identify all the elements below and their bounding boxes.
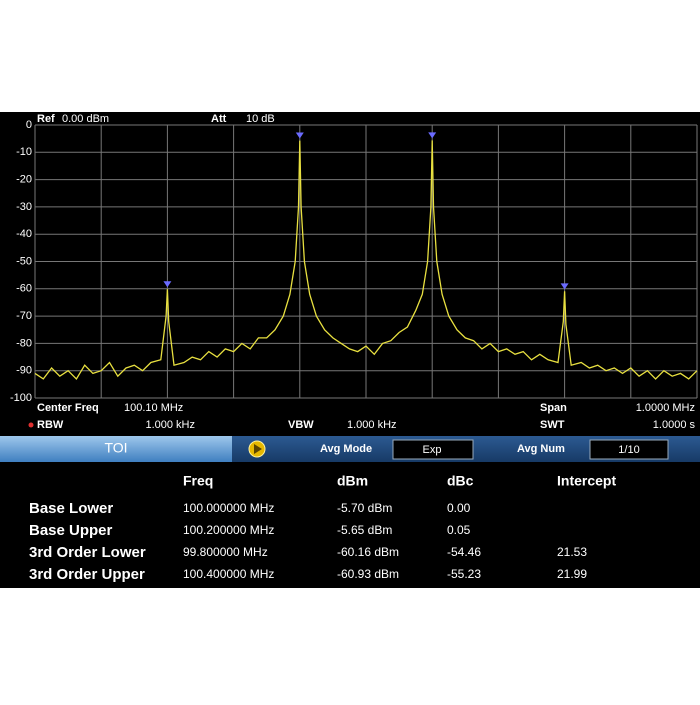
y-tick-label: -60 <box>16 283 32 295</box>
y-tick-label: 0 <box>26 119 32 131</box>
swt-label: SWT <box>540 419 565 431</box>
cell: 100.000000 MHz <box>183 501 274 515</box>
y-tick-label: -40 <box>16 228 32 240</box>
y-tick-label: -20 <box>16 174 32 186</box>
cell: -60.93 dBm <box>337 567 399 581</box>
cell: -55.23 <box>447 567 481 581</box>
cell: 0.00 <box>447 501 471 515</box>
column-header: Freq <box>183 473 213 489</box>
avg-num-label: Avg Num <box>517 443 565 455</box>
cell: -54.46 <box>447 545 481 559</box>
span-label: Span <box>540 402 567 414</box>
peak-marker <box>560 283 569 290</box>
cell: 0.05 <box>447 523 471 537</box>
att-value: 10 dB <box>246 113 275 125</box>
ref-label: Ref <box>37 113 55 125</box>
avg-num-box[interactable] <box>589 439 669 460</box>
play-icon <box>254 444 262 454</box>
column-header: dBm <box>337 473 368 489</box>
y-tick-label: -30 <box>16 201 32 213</box>
avg-num-value: 1/10 <box>618 444 639 456</box>
row-label: 3rd Order Lower <box>29 544 146 561</box>
cell: 99.800000 MHz <box>183 545 268 559</box>
avg-mode-label: Avg Mode <box>320 443 372 455</box>
center-value: 100.10 MHz <box>124 402 183 414</box>
peak-marker <box>163 281 172 288</box>
swt-value: 1.0000 s <box>653 419 696 431</box>
avg-mode-value: Exp <box>423 444 442 456</box>
row-label: Base Lower <box>29 500 113 517</box>
y-tick-label: -50 <box>16 255 32 267</box>
vbw-label: VBW <box>288 419 314 431</box>
cell: 21.53 <box>557 545 587 559</box>
peak-marker <box>428 132 437 139</box>
toi-tab[interactable] <box>0 436 232 462</box>
y-tick-label: -10 <box>16 146 32 158</box>
cell: 100.200000 MHz <box>183 523 274 537</box>
column-header: Intercept <box>557 473 616 489</box>
cell: 21.99 <box>557 567 587 581</box>
cell: -5.70 dBm <box>337 501 392 515</box>
y-tick-label: -90 <box>16 365 32 377</box>
y-tick-label: -70 <box>16 310 32 322</box>
y-tick-label: -100 <box>10 392 32 404</box>
toi-title: TOI <box>104 440 127 456</box>
rbw-label: RBW <box>37 419 64 431</box>
y-tick-label: -80 <box>16 337 32 349</box>
row-label: Base Upper <box>29 522 113 539</box>
trace <box>34 140 698 380</box>
cell: -60.16 dBm <box>337 545 399 559</box>
span-value: 1.0000 MHz <box>636 402 695 414</box>
screen-background <box>0 112 700 588</box>
vbw-value: 1.000 kHz <box>347 419 397 431</box>
rbw-value: 1.000 kHz <box>145 419 195 431</box>
center-label: Center Freq <box>37 402 99 414</box>
column-header: dBc <box>447 473 474 489</box>
rbw-dot <box>28 422 34 428</box>
cell: 100.400000 MHz <box>183 567 274 581</box>
result-table: Freq dBm dBc Intercept Base Lower 100.000000 … <box>29 473 616 583</box>
peak-marker <box>295 132 304 139</box>
cell: -5.65 dBm <box>337 523 392 537</box>
att-label: Att <box>211 113 227 125</box>
plot: 0 -10 -20 -30 -40 -50 -60 -70 -80 -90 -100 <box>10 119 698 404</box>
ref-value: 0.00 dBm <box>62 113 109 125</box>
row-label: 3rd Order Upper <box>29 566 145 583</box>
avg-mode-box[interactable] <box>392 439 474 460</box>
